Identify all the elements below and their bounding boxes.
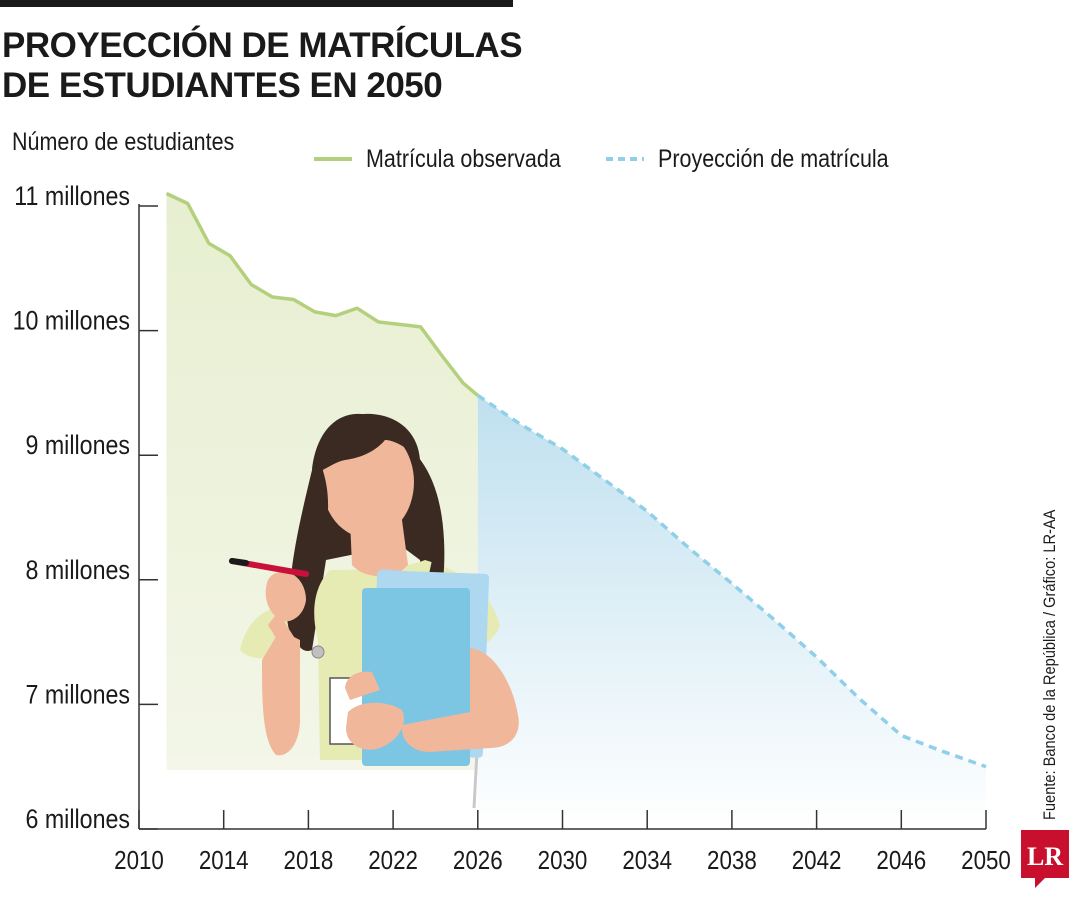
y-tick-label: 9 millones [25, 431, 130, 461]
source-credit: Fuente: Banco de la República / Gráfico:… [1040, 509, 1059, 820]
legend-item-observed: Matrícula observada [314, 142, 593, 176]
student-illustration [229, 413, 519, 809]
x-tick-label: 2050 [961, 846, 1011, 875]
x-tick-label: 2042 [792, 846, 842, 875]
x-tick-label: 2038 [707, 846, 757, 875]
x-tick-label: 2018 [284, 846, 334, 875]
chart-title-line-2: DE ESTUDIANTES EN 2050 [2, 66, 443, 105]
legend-swatch-projection [606, 157, 644, 161]
x-tick-label: 2030 [538, 846, 588, 875]
x-tick-label: 2010 [114, 846, 164, 875]
legend-label-observed: Matrícula observada [366, 144, 561, 173]
y-tick-label: 10 millones [13, 306, 130, 336]
observed-line [165, 191, 479, 397]
x-tick-label: 2046 [876, 846, 926, 875]
y-tick-label: 11 millones [14, 181, 130, 211]
projection-area-fill [477, 395, 986, 829]
legend-label-projection: Proyección de matrícula [658, 144, 889, 173]
legend-swatch-observed [314, 157, 352, 161]
y-tick-label: 6 millones [25, 804, 130, 834]
y-tick-label: 7 millones [25, 680, 130, 710]
x-tick-label: 2014 [199, 846, 249, 875]
legend-item-projection: Proyección de matrícula [606, 142, 926, 176]
x-tick-label: 2022 [368, 846, 418, 875]
x-tick-label: 2026 [453, 846, 503, 875]
projection-line [476, 393, 987, 769]
lr-logo: LR [1021, 830, 1069, 888]
x-tick-label: 2034 [622, 846, 672, 875]
logo-text: LR [1027, 842, 1063, 871]
top-rule [0, 0, 513, 7]
y-tick-label: 8 millones [25, 555, 130, 585]
chart-title: PROYECCIÓN DE MATRÍCULAS DE ESTUDIANTES … [2, 26, 523, 106]
y-axis-label: Número de estudiantes [12, 128, 235, 156]
chart-title-line-1: PROYECCIÓN DE MATRÍCULAS [2, 26, 523, 65]
